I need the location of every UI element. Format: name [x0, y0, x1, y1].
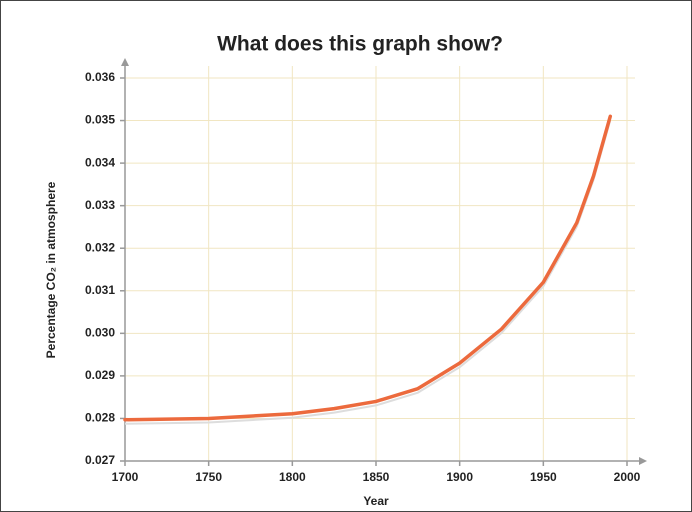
x-tick-label: 1700: [112, 470, 139, 484]
y-tick-label: 0.027: [85, 453, 115, 467]
x-tick-label: 1800: [279, 470, 306, 484]
data-line: [123, 114, 613, 422]
y-tick-label: 0.033: [85, 198, 115, 212]
y-tick-label: 0.031: [85, 283, 115, 297]
y-tick-label: 0.036: [85, 70, 115, 84]
x-axis-label: Year: [363, 494, 389, 508]
y-tick-label: 0.035: [85, 113, 115, 127]
x-tick-label: 1950: [530, 470, 557, 484]
y-axis-label: Percentage CO₂ in atmosphere: [44, 181, 58, 358]
y-tick-label: 0.028: [85, 411, 115, 425]
y-axis-arrow: [121, 58, 129, 66]
x-axis-arrow: [639, 457, 647, 465]
y-tick-label: 0.034: [85, 155, 115, 169]
y-tick-label: 0.029: [85, 368, 115, 382]
x-tick-label: 1900: [446, 470, 473, 484]
chart-title: What does this graph show?: [217, 33, 503, 56]
x-tick-label: 1850: [363, 470, 390, 484]
y-tick-label: 0.030: [85, 326, 115, 340]
x-tick-label: 2000: [614, 470, 641, 484]
x-tick-label: 1750: [195, 470, 222, 484]
y-tick-label: 0.032: [85, 240, 115, 254]
